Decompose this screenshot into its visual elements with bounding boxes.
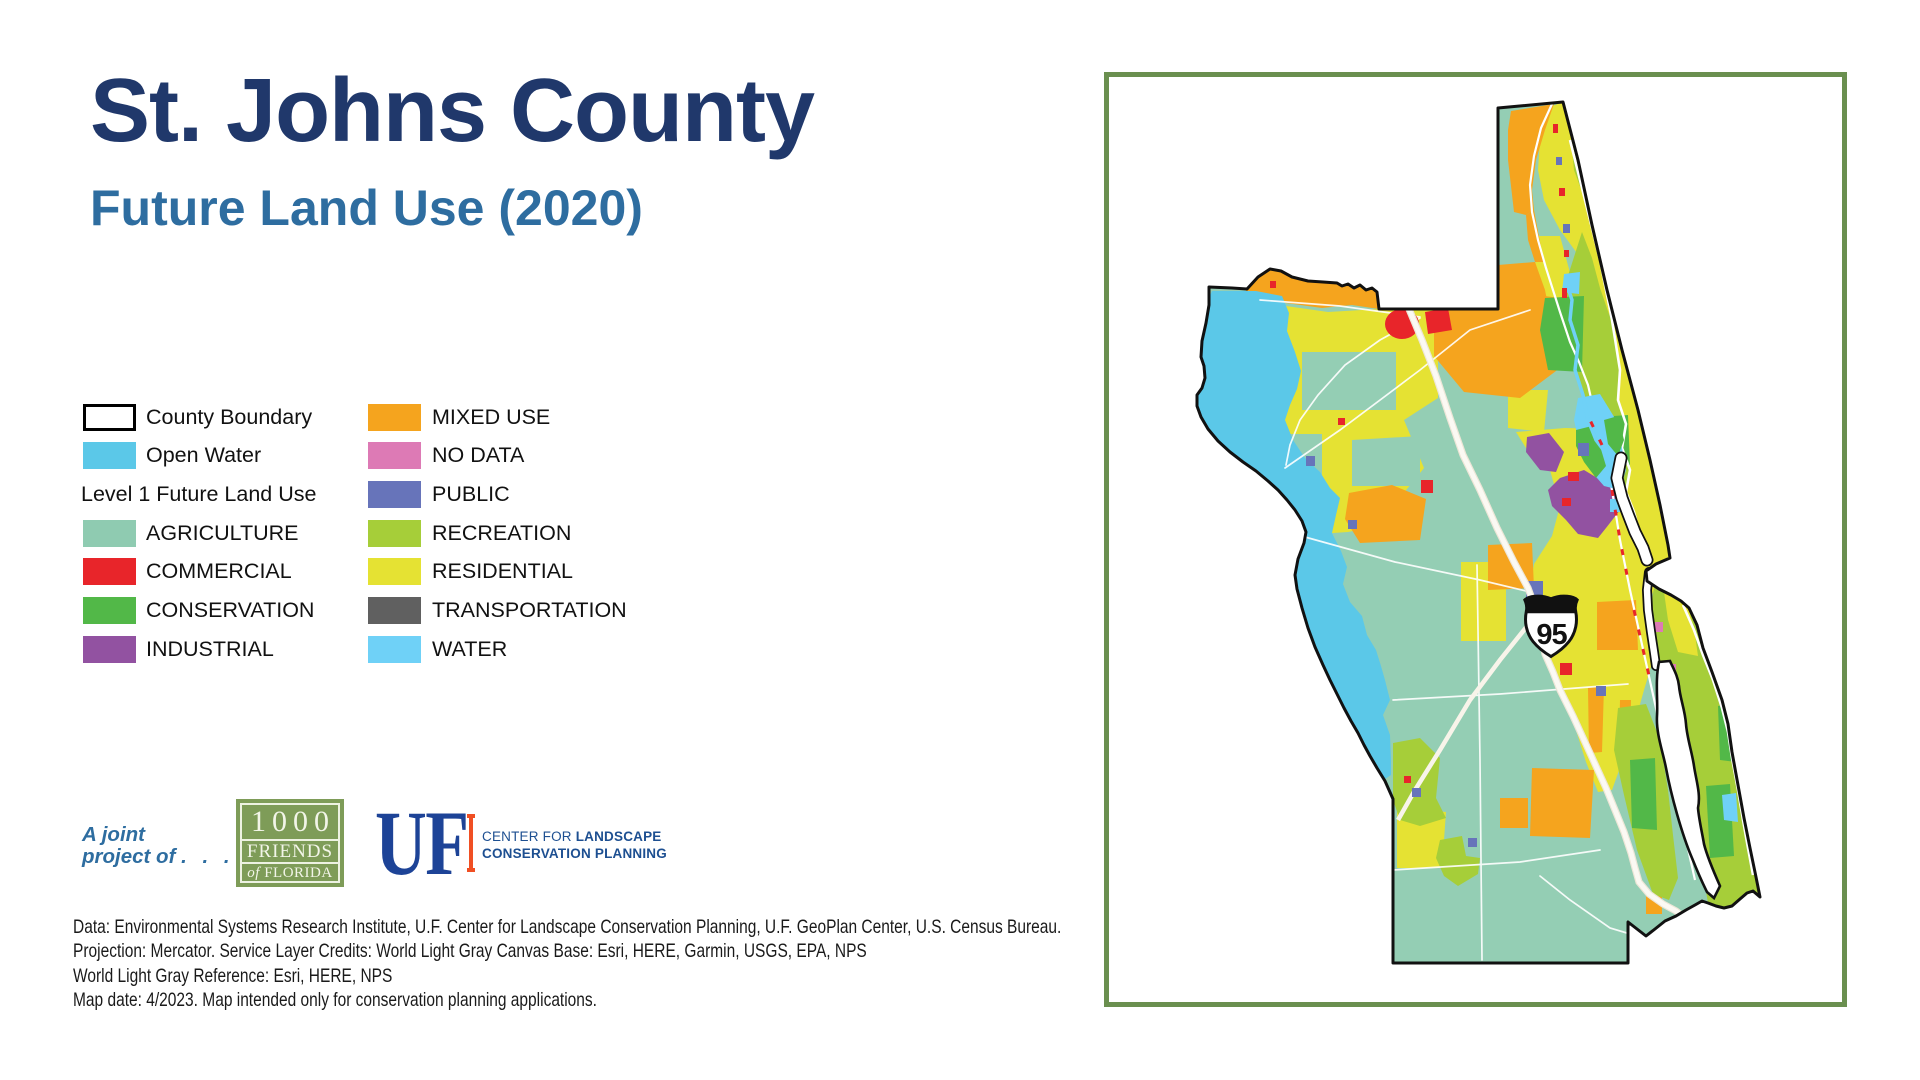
svg-text:95: 95 (1536, 619, 1567, 651)
